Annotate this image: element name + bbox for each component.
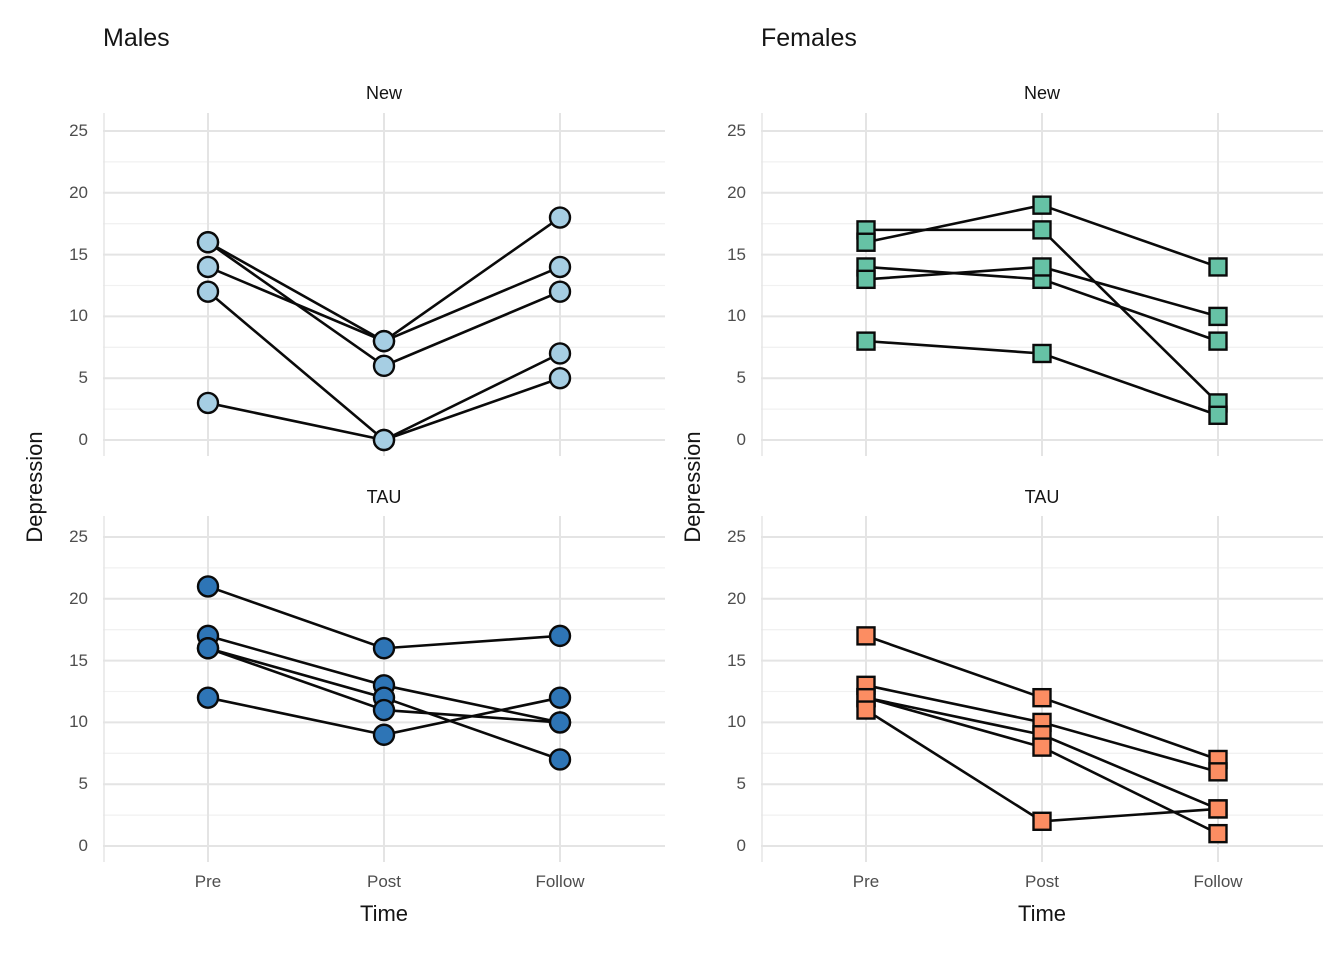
data-point-circle (196, 255, 220, 279)
data-point-square (1208, 257, 1228, 277)
facet-strip-tau: TAU (366, 487, 402, 507)
data-point-square (1208, 331, 1228, 351)
data-point-circle (548, 624, 572, 648)
facet-strip-tau: TAU (1024, 487, 1060, 507)
plot-title-males: Males (103, 24, 170, 52)
x-axis-title: Time (1017, 901, 1067, 926)
y-tick-label: 20 (727, 182, 746, 202)
panel-females-new (761, 113, 1323, 456)
data-point-square (1032, 343, 1052, 364)
y-tick-label: 15 (69, 244, 88, 264)
data-point-circle (372, 329, 396, 353)
x-tick-label: Follow (535, 872, 585, 891)
y-tick-label: 25 (727, 527, 746, 546)
data-point-square (856, 626, 876, 646)
y-tick-label: 25 (69, 121, 88, 140)
data-point-square (856, 232, 876, 252)
y-tick-label: 10 (69, 306, 88, 326)
females-plot: Females Depression New TAU Time 0 5 10 15 20… (658, 0, 1344, 960)
data-point-circle (196, 280, 220, 303)
data-point-square (1208, 762, 1228, 782)
y-tick-label: 25 (727, 121, 746, 140)
data-point-circle (548, 342, 572, 365)
data-point-square (856, 269, 876, 290)
panel-males-new (103, 113, 665, 456)
panel-males-tau (103, 516, 665, 862)
y-tick-label: 5 (736, 368, 746, 388)
x-tick-label: Pre (194, 872, 222, 891)
y-tick-label: 5 (736, 774, 746, 794)
data-point-circle (372, 428, 396, 452)
y-tick-label: 15 (69, 650, 88, 670)
y-tick-label: 0 (736, 836, 746, 855)
y-tick-label: 0 (736, 430, 746, 449)
y-tick-label: 5 (78, 368, 88, 388)
data-point-circle (548, 206, 572, 229)
data-point-square (856, 331, 876, 351)
data-point-circle (372, 637, 396, 660)
x-tick-label: Post (366, 872, 402, 891)
data-point-square (1208, 799, 1228, 819)
y-tick-label: 10 (727, 306, 746, 326)
data-point-square (1032, 811, 1052, 831)
data-point-square (1208, 823, 1228, 844)
y-tick-label: 20 (69, 588, 88, 608)
y-tick-label: 0 (78, 430, 88, 449)
facet-strip-new: New (1023, 83, 1060, 103)
data-point-circle (196, 231, 220, 254)
data-point-square (1032, 195, 1052, 215)
data-point-circle (196, 637, 220, 660)
x-axis-title: Time (359, 901, 409, 926)
data-point-square (1208, 306, 1228, 327)
data-point-square (1032, 220, 1052, 240)
y-tick-label: 20 (727, 588, 746, 608)
x-tick-label: Pre (852, 872, 880, 891)
y-tick-label: 15 (727, 244, 746, 264)
plot-title-females: Females (761, 24, 857, 52)
x-tick-label: Follow (1193, 872, 1243, 891)
data-point-circle (548, 711, 572, 734)
data-point-square (1032, 737, 1052, 757)
data-point-circle (196, 686, 220, 709)
y-tick-label: 15 (727, 650, 746, 670)
data-point-circle (196, 391, 220, 415)
data-point-square (856, 700, 876, 720)
y-tick-label: 25 (69, 527, 88, 546)
data-point-circle (548, 748, 572, 771)
males-plot: Males Depression New TAU Time 0 5 10 15 20 25… (22, 24, 665, 926)
panel-females-tau (761, 516, 1323, 862)
data-point-square (1032, 687, 1052, 708)
data-point-circle (372, 698, 396, 722)
y-tick-label: 10 (727, 712, 746, 732)
data-point-square (1032, 257, 1052, 277)
data-point-circle (548, 255, 572, 279)
data-point-circle (548, 367, 572, 390)
y-tick-label: 20 (69, 182, 88, 202)
x-tick-label: Post (1024, 872, 1060, 891)
data-point-circle (372, 723, 396, 746)
data-point-circle (196, 575, 220, 598)
y-tick-label: 5 (78, 774, 88, 794)
facet-strip-new: New (365, 83, 402, 103)
data-point-square (1208, 405, 1228, 425)
y-tick-label: 0 (78, 836, 88, 855)
data-point-circle (548, 686, 572, 709)
y-tick-label: 10 (69, 712, 88, 732)
data-point-circle (548, 280, 572, 303)
data-point-circle (372, 354, 396, 378)
